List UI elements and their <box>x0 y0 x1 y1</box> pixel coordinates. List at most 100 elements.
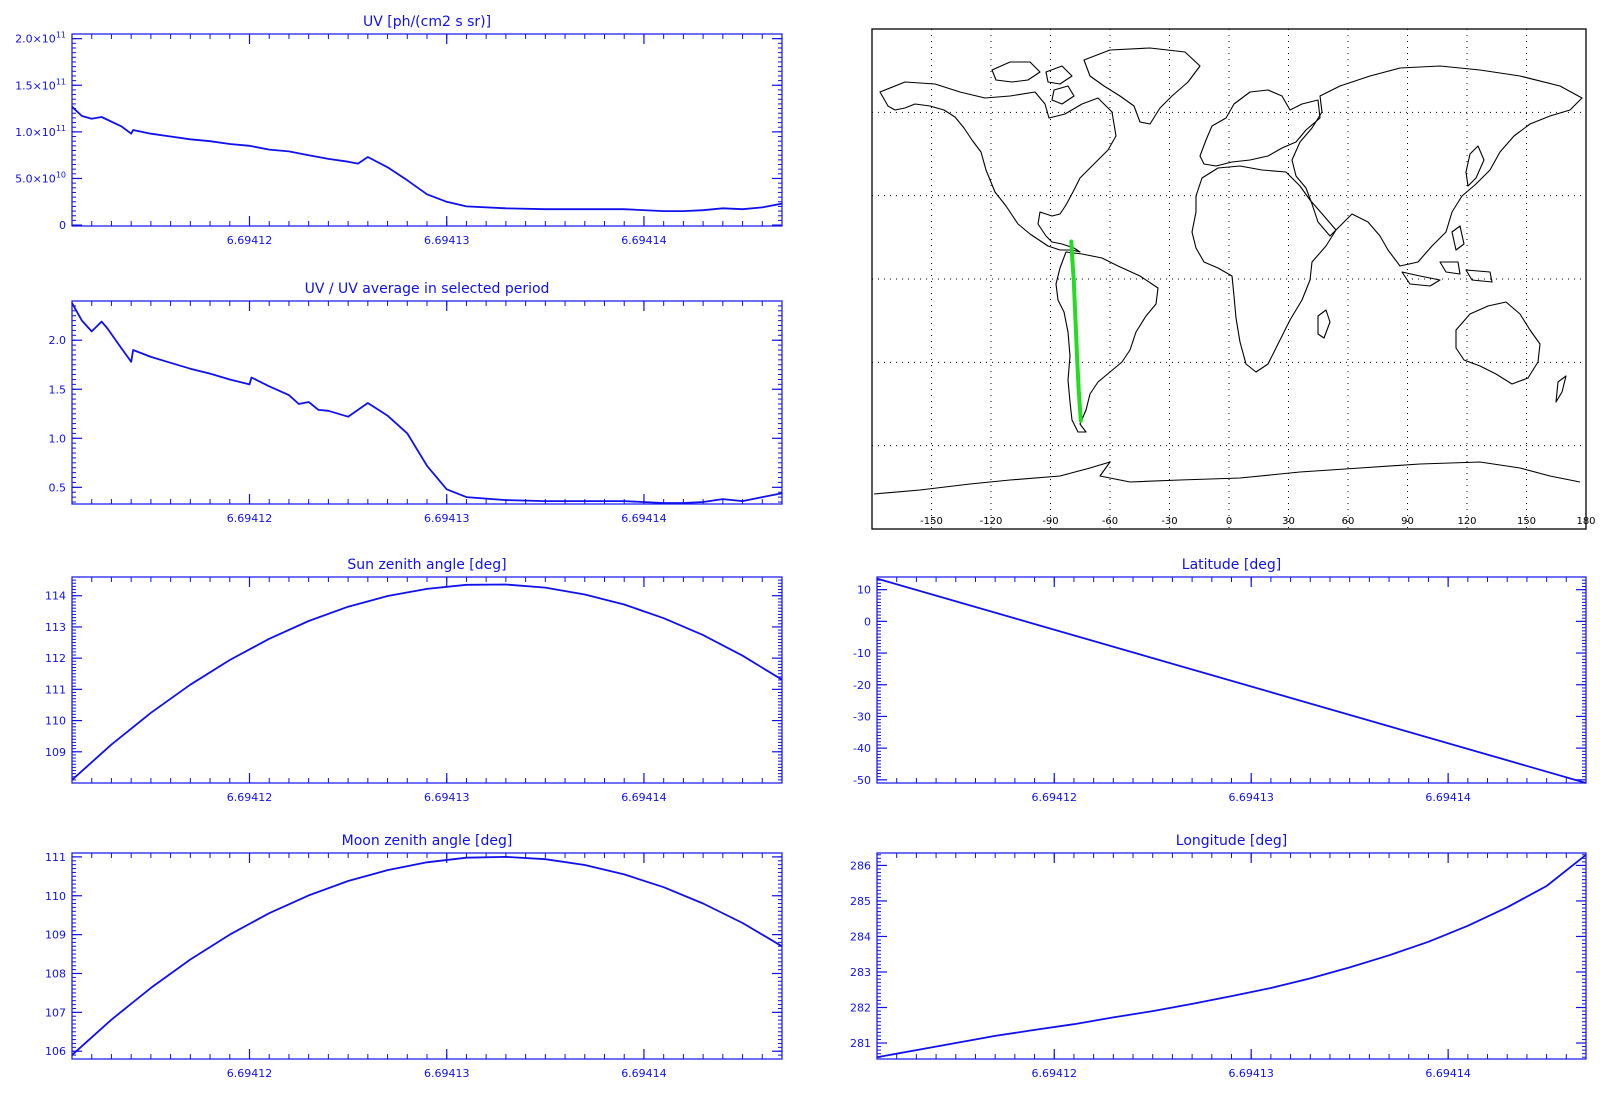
sza-y-tick-label: 111 <box>45 683 66 696</box>
mza-y-tick-label: 111 <box>45 851 66 864</box>
map-longitude-label: 180 <box>1576 516 1595 527</box>
mza-y-tick-label: 109 <box>45 929 66 942</box>
map-longitude-label: 90 <box>1401 516 1414 527</box>
uvratio-x-tick-label: 6.69413 <box>424 512 470 525</box>
mza-x-tick-label: 6.69414 <box>621 1067 667 1080</box>
sza-plot-frame <box>71 576 783 784</box>
lon-y-tick-label: 283 <box>850 966 871 979</box>
sza-title: Sun zenith angle [deg] <box>347 557 506 573</box>
uvratio-chart: UV / UV average in selected period 6.6941… <box>49 281 783 525</box>
uvratio-x-tick-label: 6.69414 <box>621 512 667 525</box>
coastline-africa <box>1191 165 1337 373</box>
uv-series-line <box>71 106 783 213</box>
coastline-southeast-asia-islands <box>1401 225 1493 287</box>
uvratio-y-tick-label: 1.0 <box>49 432 67 445</box>
uvratio-x-tick-label: 6.69412 <box>227 512 273 525</box>
uvratio-title: UV / UV average in selected period <box>305 281 550 297</box>
mza-y-tick-label: 108 <box>45 967 66 980</box>
lat-y-tick-label: -10 <box>853 647 871 660</box>
map-longitude-label: -30 <box>1161 516 1177 527</box>
lat-y-tick-label: -50 <box>853 774 871 787</box>
sza-chart: Sun zenith angle [deg] 6.69412 6.69413 6.69… <box>45 557 783 804</box>
uv-x-tick-label: 6.69413 <box>424 234 470 247</box>
satellite-ground-track <box>1069 239 1083 423</box>
mza-y-tick-label: 110 <box>45 890 66 903</box>
lat-x-tick-label: 6.69414 <box>1425 791 1471 804</box>
map-longitude-label: 0 <box>1226 516 1232 527</box>
coastline-greenland <box>1083 47 1201 125</box>
lon-title: Longitude [deg] <box>1176 833 1287 849</box>
sza-series-line <box>71 583 783 781</box>
mza-y-tick-label: 106 <box>45 1045 66 1058</box>
lat-series-line <box>876 577 1587 784</box>
uv-y-tick-label: 2.0×1011 <box>15 31 66 46</box>
uv-x-tick-label: 6.69412 <box>227 234 273 247</box>
map-longitude-label: 60 <box>1342 516 1355 527</box>
mza-x-tick-label: 6.69412 <box>227 1067 273 1080</box>
mza-plot-frame <box>71 852 783 1060</box>
sza-y-tick-label: 112 <box>45 652 66 665</box>
lon-y-tick-label: 284 <box>850 930 871 943</box>
sza-y-tick-label: 113 <box>45 621 66 634</box>
mza-x-tick-label: 6.69413 <box>424 1067 470 1080</box>
uv-plot-frame <box>71 33 783 227</box>
uv-title: UV [ph/(cm2 s sr)] <box>363 14 491 30</box>
lon-y-tick-label: 281 <box>850 1037 871 1050</box>
sza-y-tick-label: 110 <box>45 715 66 728</box>
lon-plot-frame <box>876 852 1587 1060</box>
coastline-south-america <box>1055 251 1159 433</box>
coastline-asia <box>1291 65 1583 267</box>
lat-y-tick-label: 0 <box>864 615 871 628</box>
map-longitude-label: -90 <box>1042 516 1058 527</box>
sza-x-tick-label: 6.69414 <box>621 791 667 804</box>
uv-y-tick-label: 1.5×1011 <box>15 77 66 92</box>
lat-y-tick-label: -20 <box>853 679 871 692</box>
map-longitude-label: -120 <box>980 516 1003 527</box>
lon-x-tick-label: 6.69414 <box>1425 1067 1471 1080</box>
uvratio-y-tick-label: 0.5 <box>49 481 67 494</box>
lat-title: Latitude [deg] <box>1182 557 1281 573</box>
lon-x-tick-label: 6.69412 <box>1032 1067 1078 1080</box>
lat-chart: Latitude [deg] 6.69412 6.69413 6.69414 -50 -4… <box>853 557 1587 804</box>
mza-series-line <box>71 856 783 1056</box>
mza-title: Moon zenith angle [deg] <box>342 833 513 849</box>
uvratio-y-tick-label: 1.5 <box>49 383 67 396</box>
coastline-madagascar <box>1317 309 1331 339</box>
uvratio-plot-frame <box>71 300 783 505</box>
uv-y-tick-label: 0 <box>59 219 66 232</box>
lat-x-tick-label: 6.69413 <box>1228 791 1274 804</box>
uv-y-tick-label: 5.0×1010 <box>15 170 66 185</box>
lon-y-tick-label: 286 <box>850 859 871 872</box>
lat-y-tick-label: -30 <box>853 710 871 723</box>
map-gridlines <box>872 29 1586 529</box>
sza-y-tick-label: 114 <box>45 590 66 603</box>
coastline-europe <box>1199 89 1321 167</box>
map-longitude-label: -60 <box>1102 516 1118 527</box>
uvratio-y-tick-label: 2.0 <box>49 334 67 347</box>
lon-series-line <box>876 854 1587 1059</box>
lon-y-tick-label: 282 <box>850 1002 871 1015</box>
uv-y-tick-label: 1.0×1011 <box>15 124 66 139</box>
map-longitude-label: 150 <box>1517 516 1536 527</box>
coastline-new-zealand <box>1555 375 1567 403</box>
lon-x-tick-label: 6.69413 <box>1228 1067 1274 1080</box>
map-longitude-label: -150 <box>920 516 943 527</box>
map-longitude-label: 120 <box>1457 516 1476 527</box>
uv-x-tick-label: 6.69414 <box>621 234 667 247</box>
uv-chart: UV [ph/(cm2 s sr)] 6.69412 6.69413 6.69414 0… <box>15 14 783 247</box>
coastline-japan <box>1465 145 1485 187</box>
lat-y-tick-label: 10 <box>857 584 871 597</box>
sza-y-tick-label: 109 <box>45 746 66 759</box>
map-longitude-ticks: -150 -120 -90 -60 -30 0 30 60 90 120 150 180 <box>920 516 1595 527</box>
lon-chart: Longitude [deg] 6.69412 6.69413 6.69414 281 2… <box>850 833 1587 1080</box>
map-coastlines <box>873 47 1583 495</box>
coastline-arctic-islands <box>991 61 1075 105</box>
sza-x-tick-label: 6.69412 <box>227 791 273 804</box>
uvratio-series-line <box>71 302 783 504</box>
coastline-north-america <box>879 81 1117 253</box>
lon-y-tick-label: 285 <box>850 895 871 908</box>
mza-y-tick-label: 107 <box>45 1006 66 1019</box>
coastline-australia <box>1455 301 1541 385</box>
coastline-antarctica <box>873 461 1581 495</box>
